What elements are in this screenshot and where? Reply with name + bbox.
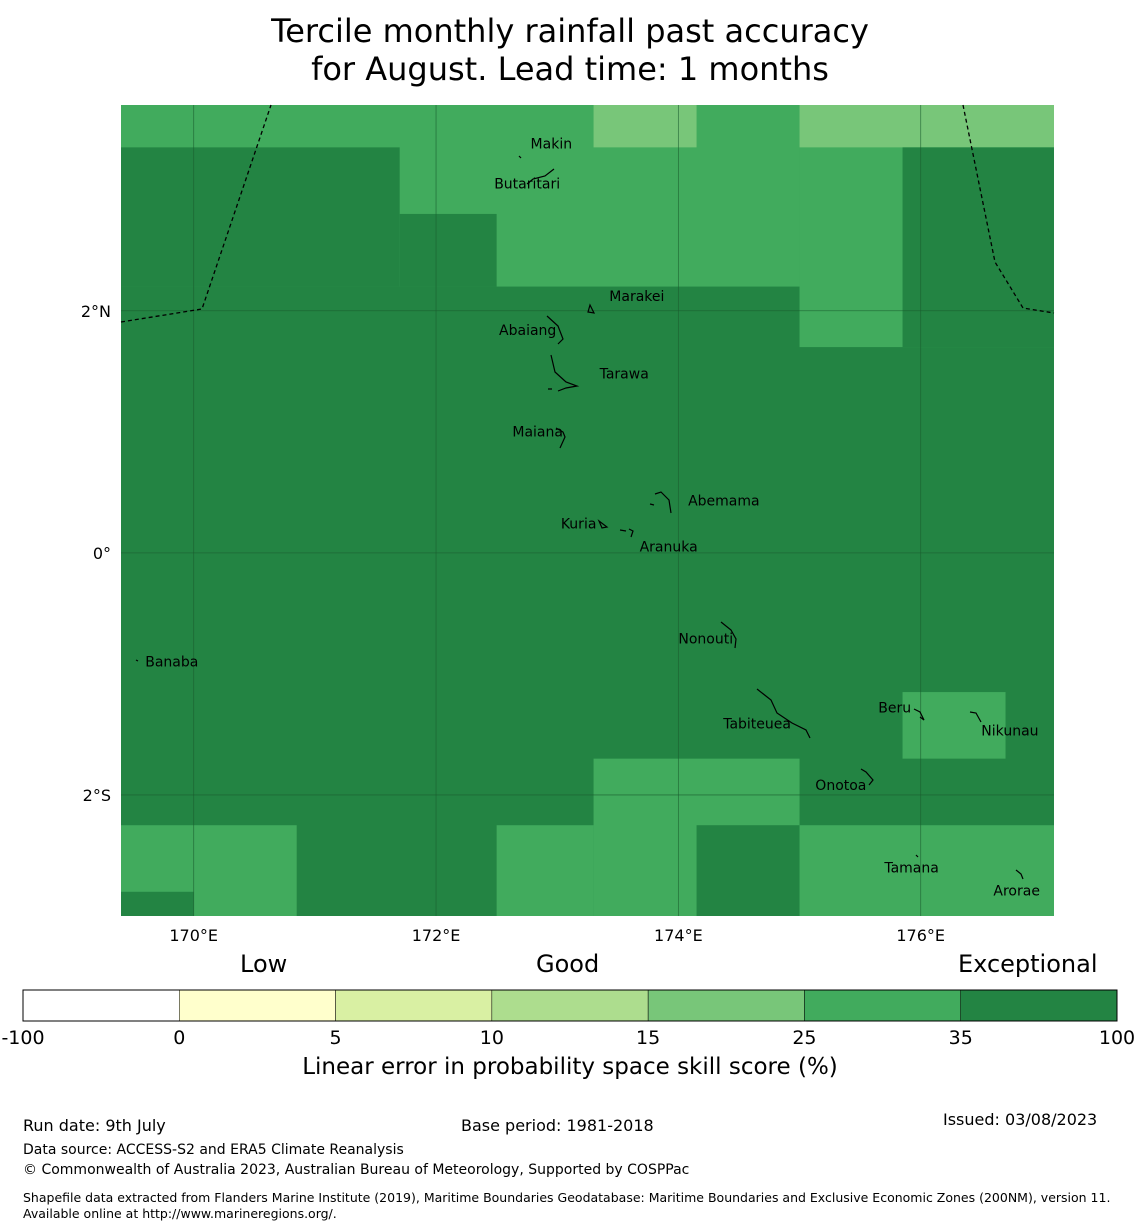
- colorbar-tick-labels: -100 0 5 10 15 25 35 100: [1, 1027, 1135, 1049]
- eez-boundary-east: [962, 104, 1055, 314]
- longitude-tick-label: 172°E: [412, 926, 461, 945]
- island-label-nikunau: Nikunau: [981, 724, 1038, 740]
- skill-cell-11: [496, 825, 594, 916]
- island-maiana-outline: [555, 427, 566, 449]
- island-banaba-outline: [135, 659, 139, 662]
- skill-cell-13: [799, 825, 1054, 916]
- skill-cell-3: [799, 105, 1054, 148]
- island-label-kuria: Kuria: [561, 517, 597, 533]
- island-nonouti-outline: [720, 621, 737, 649]
- longitude-tick-label: 176°E: [896, 926, 945, 945]
- island-labels-layer: Makin Butaritari Marakei Abaiang Tarawa Maian…: [145, 137, 1040, 900]
- island-label-beru: Beru: [878, 701, 911, 717]
- island-label-tamana: Tamana: [883, 860, 938, 876]
- island-label-onotoa: Onotoa: [815, 778, 866, 794]
- island-label-makin: Makin: [531, 137, 573, 153]
- colorbar-bin-3: [491, 989, 649, 1022]
- island-label-abaiang: Abaiang: [499, 323, 556, 339]
- rainfall-skill-map: Makin Butaritari Marakei Abaiang Tarawa Maian…: [81, 104, 1055, 945]
- colorbar-bin-0: [22, 989, 180, 1022]
- latitude-tick-label: 0°: [93, 544, 111, 563]
- island-kuria-outline: [597, 519, 609, 529]
- skill-cell-12: [696, 825, 800, 916]
- island-butaritari-outline: [526, 168, 555, 185]
- skill-cell-10: [121, 891, 194, 916]
- island-label-abemama: Abemama: [688, 494, 760, 510]
- colorbar-bins: [22, 989, 1118, 1022]
- island-outlines-layer: [135, 155, 1024, 880]
- island-abemama-outline: [649, 491, 672, 514]
- island-label-nonouti: Nonouti: [678, 632, 733, 648]
- issued-date: Issued: 03/08/2023: [943, 1110, 1098, 1129]
- colorbar-tick-label: 0: [173, 1027, 185, 1049]
- colorbar-tick-label: -100: [1, 1027, 44, 1049]
- colorbar-tick-label: 25: [792, 1027, 816, 1049]
- colorbar-bin-2: [335, 989, 493, 1022]
- latitude-tick-labels: 2°N 0° 2°S: [81, 302, 111, 805]
- colorbar-tick-label: 35: [949, 1027, 973, 1049]
- shapefile-credit: Shapefile data extracted from Flanders M…: [23, 1190, 1111, 1221]
- map-title-line-2: for August. Lead time: 1 months: [311, 50, 829, 88]
- island-nikunau-outline: [969, 711, 982, 723]
- skill-cell-4: [121, 147, 400, 287]
- eez-boundary-layer: [120, 104, 1055, 323]
- colorbar-bin-1: [179, 989, 336, 1022]
- skill-cell-7: [902, 692, 1006, 759]
- colorbar-tick-label: 100: [1099, 1027, 1135, 1049]
- latitude-tick-label: 2°S: [83, 786, 111, 805]
- colorbar-frame: [22, 989, 1118, 1022]
- skill-cell-2: [593, 105, 697, 148]
- island-label-arorae: Arorae: [993, 883, 1040, 899]
- category-low-label: Low: [240, 950, 288, 978]
- category-exceptional-label: Exceptional: [958, 950, 1098, 978]
- island-tamana-outline: [915, 854, 919, 858]
- colorbar-bin-6: [960, 989, 1118, 1022]
- base-period: Base period: 1981-2018: [461, 1116, 654, 1135]
- run-date: Run date: 9th July: [23, 1116, 166, 1135]
- longitude-tick-label: 170°E: [169, 926, 218, 945]
- island-abaiang-outline: [546, 315, 564, 345]
- graticule-layer: [121, 105, 1054, 916]
- data-source: Data source: ACCESS-S2 and ERA5 Climate …: [23, 1142, 404, 1158]
- copyright-notice: © Commonwealth of Australia 2023, Austra…: [23, 1162, 690, 1178]
- island-label-tabiteuea: Tabiteuea: [722, 716, 791, 732]
- colorbar-tick-label: 15: [636, 1027, 660, 1049]
- longitude-tick-labels: 170°E 172°E 174°E 176°E: [169, 926, 945, 945]
- island-tarawa-outline: [548, 354, 580, 392]
- map-title-line-1: Tercile monthly rainfall past accuracy: [271, 12, 869, 50]
- island-label-banaba: Banaba: [145, 655, 198, 671]
- island-arorae-outline: [1015, 869, 1024, 880]
- category-good-label: Good: [536, 950, 600, 978]
- island-beru-outline: [913, 708, 925, 721]
- island-aranuka-outline: [619, 528, 634, 538]
- latitude-tick-label: 2°N: [81, 302, 111, 321]
- colorbar-tick-label: 10: [480, 1027, 504, 1049]
- colorbar-bin-4: [647, 989, 805, 1022]
- island-label-marakei: Marakei: [609, 289, 664, 305]
- island-marakei-outline: [587, 303, 596, 314]
- island-tabiteuea-outline: [756, 688, 811, 739]
- island-label-butaritari: Butaritari: [494, 177, 560, 193]
- island-makin-outline: [518, 155, 522, 159]
- island-label-maiana: Maiana: [512, 425, 563, 441]
- colorbar-tick-label: 5: [330, 1027, 342, 1049]
- longitude-tick-label: 174°E: [654, 926, 703, 945]
- eez-boundary-west: [120, 104, 272, 323]
- skill-cells-layer: [121, 105, 1054, 916]
- colorbar-bin-5: [804, 989, 961, 1022]
- island-label-tarawa: Tarawa: [599, 367, 649, 383]
- island-label-aranuka: Aranuka: [640, 540, 698, 556]
- skill-cell-5: [399, 213, 497, 287]
- colorbar-title: Linear error in probability space skill …: [302, 1054, 838, 1080]
- island-onotoa-outline: [860, 768, 874, 786]
